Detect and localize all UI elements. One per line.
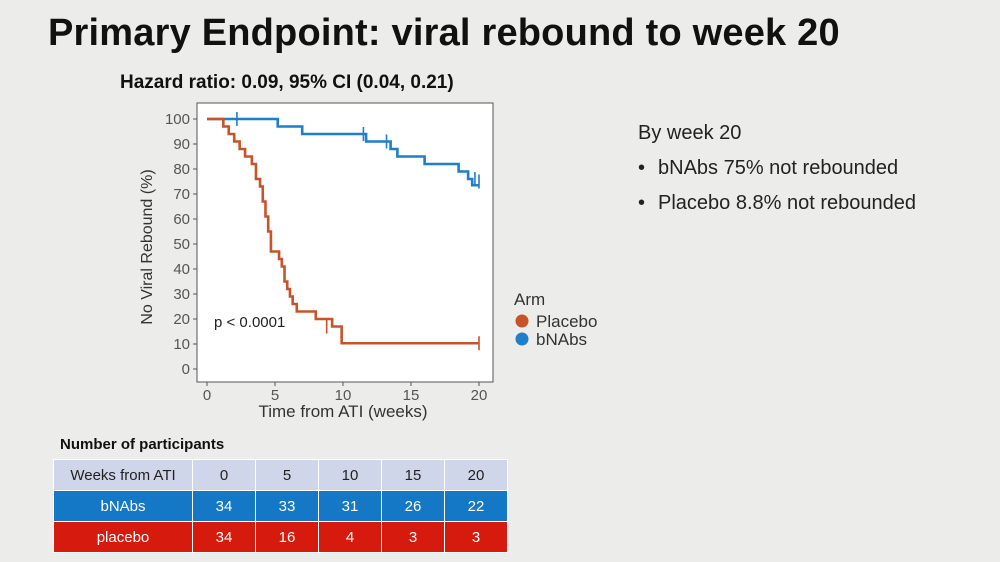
y-tick-label: 90 (173, 136, 190, 153)
week-cell: 0 (192, 459, 256, 491)
y-tick-label: 0 (182, 361, 190, 378)
x-tick-label: 15 (403, 387, 420, 404)
y-tick-label: 40 (173, 261, 190, 278)
table-header-row: Weeks from ATI 0 5 10 15 20 (53, 459, 508, 491)
summary-bullet: • Placebo 8.8% not rebounded (638, 192, 916, 215)
week-cell: 20 (444, 459, 508, 491)
count-cell: 4 (318, 521, 382, 553)
legend-swatch (515, 332, 529, 346)
count-cell: 3 (381, 521, 445, 553)
p-value-annotation: p < 0.0001 (214, 314, 285, 331)
row-label-cell: bNAbs (53, 490, 193, 522)
y-tick-label: 30 (173, 286, 190, 303)
y-tick-label: 70 (173, 186, 190, 203)
x-tick-label: 5 (271, 387, 279, 404)
plot-panel (196, 102, 494, 383)
count-cell: 26 (381, 490, 445, 522)
y-tick-label: 50 (173, 236, 190, 253)
summary-heading: By week 20 (638, 122, 742, 144)
y-tick-label: 80 (173, 161, 190, 178)
count-cell: 31 (318, 490, 382, 522)
table-row-bnabs: bNAbs 34 33 31 26 22 (53, 490, 508, 522)
km-curve-placebo (207, 117, 479, 345)
summary-bullet-text: Placebo 8.8% not rebounded (658, 192, 916, 214)
count-cell: 33 (255, 490, 319, 522)
count-cell: 22 (444, 490, 508, 522)
legend-swatch (515, 314, 529, 328)
legend-label: bNAbs (536, 330, 587, 349)
legend-label: Placebo (536, 312, 597, 331)
summary-bullet: • bNAbs 75% not rebounded (638, 157, 916, 180)
count-cell: 16 (255, 521, 319, 553)
x-tick-label: 10 (335, 387, 352, 404)
count-cell: 34 (192, 490, 256, 522)
km-curve-bnabs (207, 117, 479, 187)
y-axis-label: No Viral Rebound (%) (139, 169, 156, 324)
count-cell: 3 (444, 521, 508, 553)
header-label-cell: Weeks from ATI (53, 459, 193, 491)
table-row-placebo: placebo 34 16 4 3 3 (53, 521, 508, 553)
participants-table: Weeks from ATI 0 5 10 15 20 bNAbs 34 33 … (53, 459, 508, 553)
y-tick-label: 60 (173, 211, 190, 228)
legend-title: Arm (514, 290, 545, 309)
slide-title: Primary Endpoint: viral rebound to week … (48, 12, 840, 54)
hazard-ratio-subtitle: Hazard ratio: 0.09, 95% CI (0.04, 0.21) (120, 72, 454, 93)
week-cell: 5 (255, 459, 319, 491)
x-tick-label: 0 (203, 387, 211, 404)
y-tick-label: 100 (165, 111, 190, 128)
x-axis-label: Time from ATI (weeks) (258, 402, 427, 421)
row-label-cell: placebo (53, 521, 193, 553)
y-tick-label: 20 (173, 311, 190, 328)
y-tick-label: 10 (173, 336, 190, 353)
week-cell: 15 (381, 459, 445, 491)
summary-bullets: By week 20 • bNAbs 75% not rebounded • P… (638, 122, 916, 227)
bullet-icon: • (638, 157, 646, 179)
count-cell: 34 (192, 521, 256, 553)
participants-caption: Number of participants (60, 436, 225, 453)
summary-bullet-text: bNAbs 75% not rebounded (658, 157, 899, 179)
week-cell: 10 (318, 459, 382, 491)
bullet-icon: • (638, 192, 646, 214)
x-tick-label: 20 (471, 387, 488, 404)
